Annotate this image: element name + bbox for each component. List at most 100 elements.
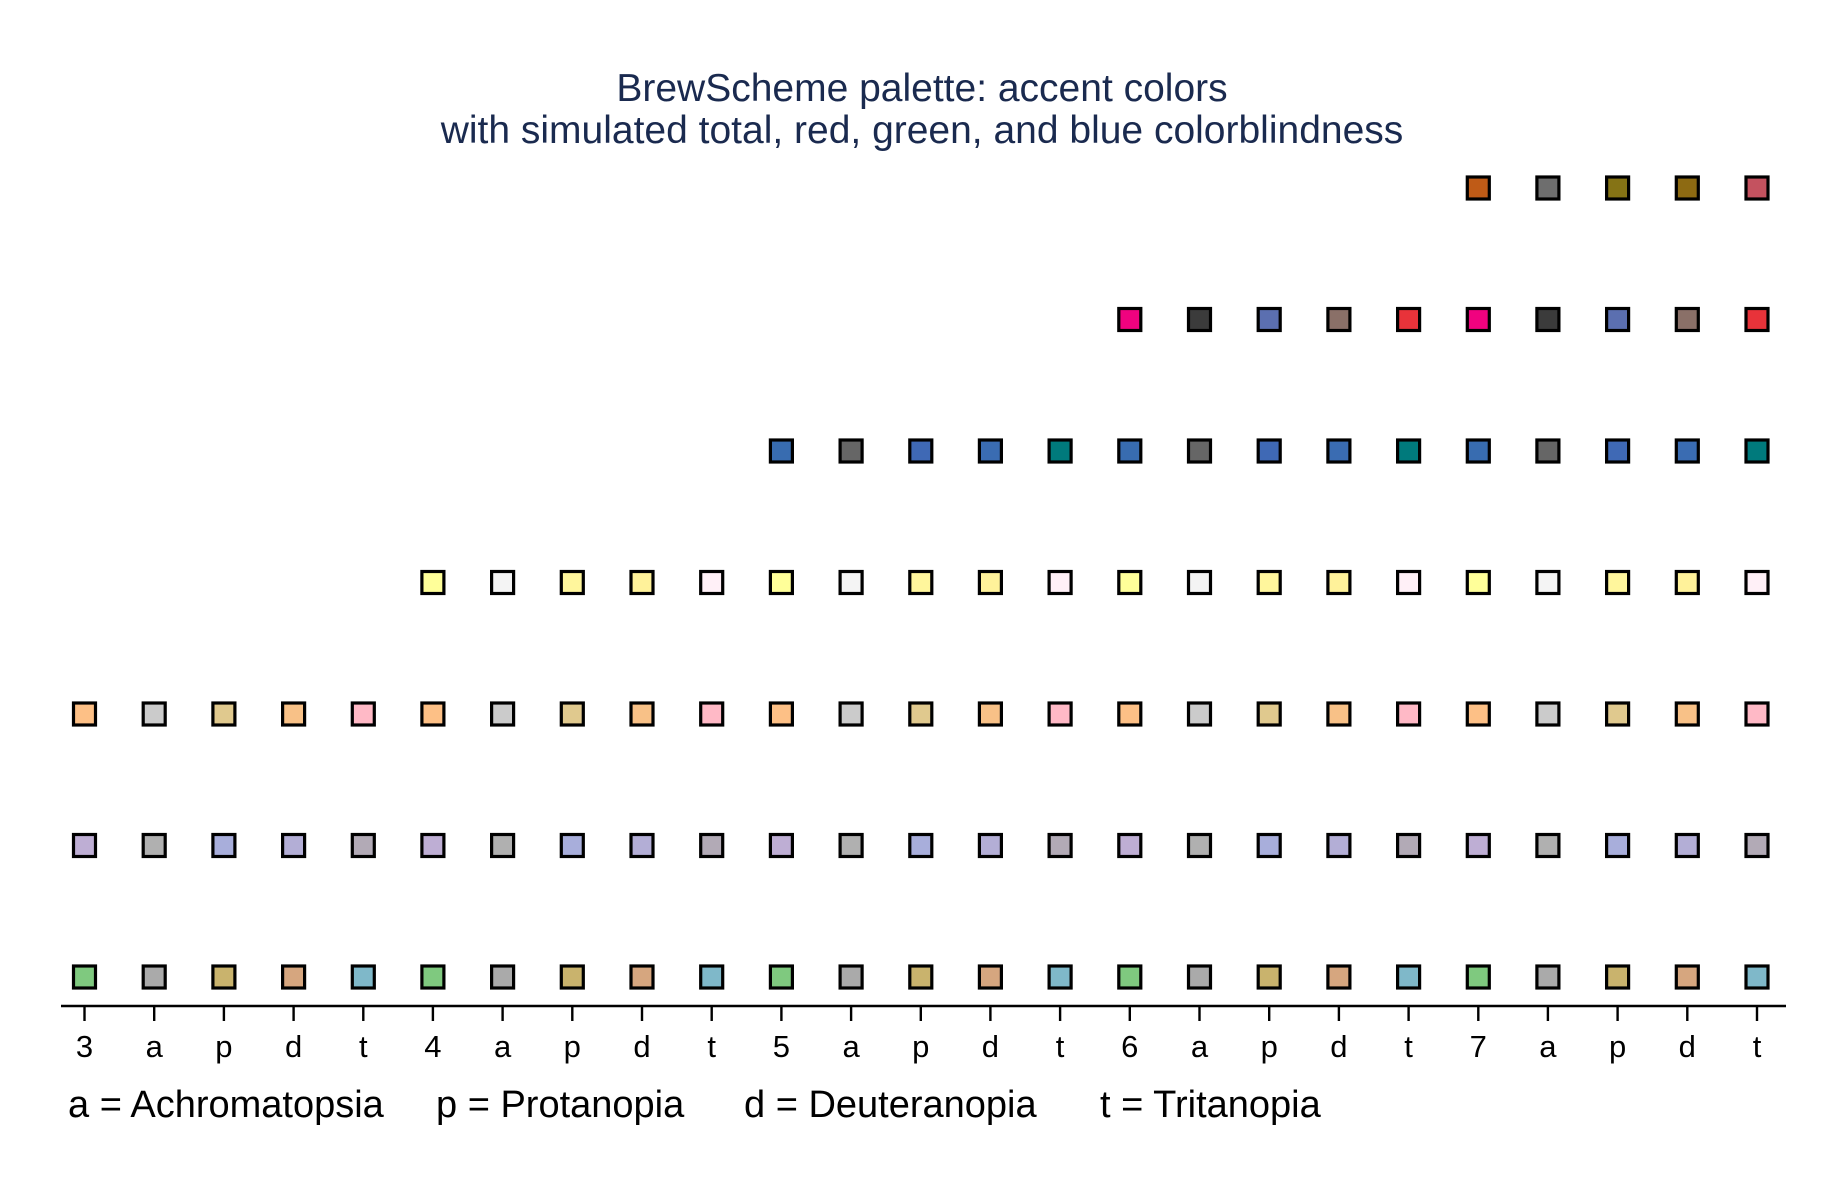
x-tick-label-23: p [1609, 1029, 1626, 1064]
swatch-marker-1-15 [1047, 964, 1073, 990]
x-tick-label-7: a [494, 1029, 512, 1064]
x-tick-label-4: d [285, 1029, 302, 1064]
swatch-marker-3-24 [1674, 701, 1700, 727]
swatch-marker-4-17 [1186, 569, 1213, 596]
swatch-marker-1-1 [71, 964, 98, 990]
x-tick-label-6: 4 [424, 1029, 441, 1064]
swatch-marker-3-3 [211, 701, 237, 727]
swatch-marker-6-16 [1117, 306, 1143, 333]
swatch-marker-7-23 [1604, 175, 1631, 201]
swatch-marker-2-9 [629, 832, 655, 859]
note-achromatopsia: a = Achromatopsia [68, 1084, 385, 1126]
swatch-marker-1-3 [211, 964, 237, 990]
swatch-marker-4-6 [420, 569, 446, 596]
swatch-marker-4-16 [1117, 569, 1143, 596]
swatch-marker-1-19 [1326, 964, 1352, 990]
swatch-marker-4-13 [908, 569, 934, 596]
swatch-marker-2-15 [1047, 832, 1073, 859]
x-tick-label-1: 3 [76, 1029, 93, 1064]
swatch-marker-3-19 [1326, 701, 1352, 727]
swatch-marker-5-17 [1186, 438, 1213, 464]
x-tick-label-16: 6 [1121, 1029, 1138, 1064]
swatch-marker-4-25 [1744, 569, 1770, 596]
swatch-marker-3-7 [490, 701, 516, 727]
swatch-marker-2-2 [141, 832, 167, 859]
swatch-marker-3-4 [281, 701, 307, 727]
swatch-marker-2-23 [1604, 832, 1631, 859]
swatch-marker-3-20 [1395, 701, 1422, 727]
swatch-marker-2-5 [350, 832, 376, 859]
swatch-marker-2-1 [71, 832, 98, 859]
swatch-marker-5-18 [1256, 438, 1282, 464]
swatch-marker-3-1 [71, 701, 98, 727]
swatch-marker-2-17 [1186, 832, 1213, 859]
note-tritanopia: t = Tritanopia [1100, 1084, 1322, 1126]
x-tick-label-13: p [912, 1029, 929, 1064]
x-tick-label-18: p [1261, 1029, 1278, 1064]
swatch-marker-1-6 [420, 964, 446, 990]
swatch-marker-2-6 [420, 832, 446, 859]
swatch-marker-6-19 [1326, 306, 1352, 333]
swatch-marker-3-15 [1047, 701, 1073, 727]
swatch-marker-1-21 [1465, 964, 1491, 990]
swatch-marker-6-21 [1465, 306, 1491, 333]
x-tick-label-9: d [633, 1029, 650, 1064]
swatch-marker-2-8 [559, 832, 585, 859]
swatch-marker-7-25 [1744, 175, 1770, 201]
x-tick-label-25: t [1753, 1029, 1762, 1064]
swatch-marker-6-18 [1256, 306, 1282, 333]
swatch-marker-6-17 [1186, 306, 1213, 333]
swatch-marker-2-10 [699, 832, 725, 859]
swatch-marker-4-14 [977, 569, 1004, 596]
swatch-marker-4-15 [1047, 569, 1073, 596]
swatch-marker-6-23 [1604, 306, 1631, 333]
swatch-marker-5-24 [1674, 438, 1700, 464]
swatch-marker-6-25 [1744, 306, 1770, 333]
swatch-marker-4-21 [1465, 569, 1491, 596]
swatch-marker-2-24 [1674, 832, 1700, 859]
swatch-marker-3-21 [1465, 701, 1491, 727]
swatch-marker-5-19 [1326, 438, 1352, 464]
swatch-marker-1-12 [838, 964, 864, 990]
swatch-marker-4-9 [629, 569, 655, 596]
swatch-marker-3-6 [420, 701, 446, 727]
swatch-marker-1-2 [141, 964, 167, 990]
swatch-marker-5-16 [1117, 438, 1143, 464]
swatch-marker-3-22 [1535, 701, 1561, 727]
swatch-marker-3-9 [629, 701, 655, 727]
swatch-marker-2-14 [977, 832, 1004, 859]
x-tick-label-22: a [1539, 1029, 1557, 1064]
x-tick-label-21: 7 [1470, 1029, 1487, 1064]
swatch-marker-4-18 [1256, 569, 1282, 596]
swatch-marker-3-10 [699, 701, 725, 727]
swatch-marker-2-13 [908, 832, 934, 859]
swatch-marker-4-20 [1395, 569, 1422, 596]
note-deuteranopia: d = Deuteranopia [744, 1084, 1037, 1126]
swatch-marker-5-12 [838, 438, 864, 464]
swatch-marker-3-25 [1744, 701, 1770, 727]
swatch-marker-5-15 [1047, 438, 1073, 464]
x-tick-label-3: p [215, 1029, 232, 1064]
x-tick-label-24: d [1679, 1029, 1696, 1064]
swatch-marker-1-25 [1744, 964, 1770, 990]
x-tick-label-14: d [982, 1029, 999, 1064]
swatch-marker-1-17 [1186, 964, 1213, 990]
swatch-marker-3-5 [350, 701, 376, 727]
swatch-marker-2-20 [1395, 832, 1422, 859]
swatch-marker-1-16 [1117, 964, 1143, 990]
swatch-marker-2-11 [768, 832, 795, 859]
swatch-marker-4-23 [1604, 569, 1631, 596]
swatch-marker-5-25 [1744, 438, 1770, 464]
swatch-marker-4-11 [768, 569, 795, 596]
swatch-marker-6-20 [1395, 306, 1422, 333]
swatch-marker-5-14 [977, 438, 1004, 464]
note-protanopia: p = Protanopia [436, 1084, 685, 1126]
swatch-marker-3-23 [1604, 701, 1631, 727]
x-tick-label-15: t [1056, 1029, 1065, 1064]
swatch-marker-3-16 [1117, 701, 1143, 727]
x-tick-label-8: p [564, 1029, 581, 1064]
swatch-marker-5-13 [908, 438, 934, 464]
swatch-marker-4-8 [559, 569, 585, 596]
swatch-marker-5-22 [1535, 438, 1561, 464]
